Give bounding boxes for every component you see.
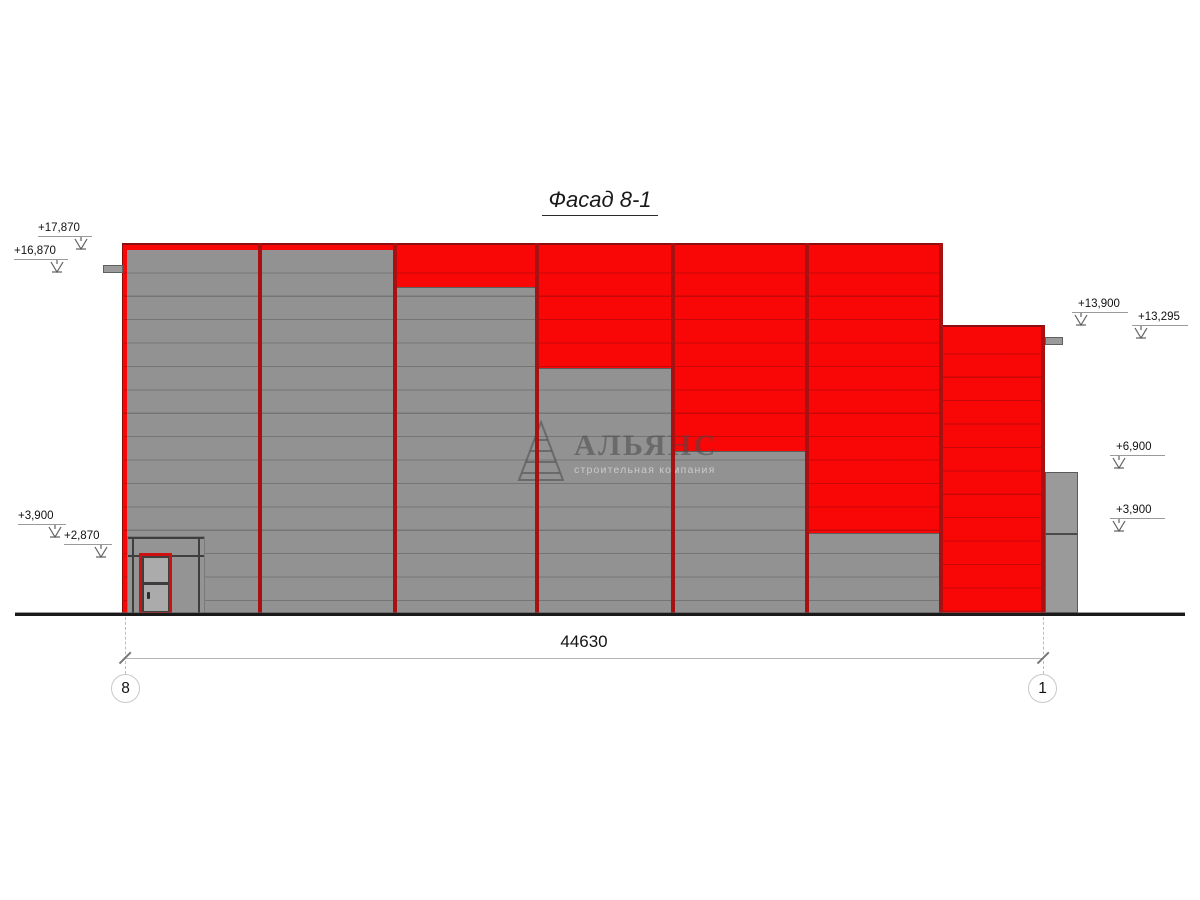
canopy-tab-right bbox=[1045, 337, 1063, 345]
datum-symbol-icon bbox=[94, 545, 108, 559]
facade-gray-panel-bay3 bbox=[395, 287, 537, 613]
datum-symbol-icon bbox=[74, 237, 88, 251]
elevation-mark-6900: +6,900 bbox=[1110, 441, 1165, 470]
facade-gray-panel-bay6 bbox=[807, 533, 941, 613]
elevation-leader bbox=[1110, 518, 1165, 519]
facade-gray-panel-bay5 bbox=[673, 451, 807, 613]
extension-line-left bbox=[125, 617, 126, 674]
datum-symbol-icon bbox=[1112, 519, 1126, 533]
datum-symbol-icon bbox=[50, 260, 64, 274]
elevation-mark-13900: +13,900 bbox=[1072, 298, 1128, 327]
datum-symbol-icon bbox=[1134, 326, 1148, 340]
grid-axis-label: 1 bbox=[1038, 679, 1047, 697]
grid-axis-label: 8 bbox=[121, 679, 130, 697]
elevation-value: +16,870 bbox=[14, 245, 56, 257]
elevation-mark-2870: +2,870 bbox=[64, 530, 112, 559]
extension-line-right bbox=[1043, 617, 1044, 674]
entrance-door bbox=[139, 553, 172, 615]
grid-axis-bubble-1: 1 bbox=[1028, 674, 1057, 703]
entrance-annex bbox=[127, 536, 205, 615]
facade-gray-panel-bay4 bbox=[537, 368, 673, 613]
page-title: Фасад 8-1 bbox=[0, 187, 1200, 216]
dimension-line bbox=[125, 658, 1043, 659]
canopy-tab-left bbox=[103, 265, 123, 273]
bay-divider-4 bbox=[671, 243, 675, 613]
elevation-leader bbox=[38, 236, 92, 237]
bay-divider-2 bbox=[393, 243, 397, 613]
elevation-mark-3900-right: +3,900 bbox=[1110, 504, 1165, 533]
bay-divider-3 bbox=[535, 243, 539, 613]
datum-symbol-icon bbox=[1074, 313, 1088, 327]
door-handle-icon bbox=[146, 591, 150, 599]
elevation-value: +2,870 bbox=[64, 530, 100, 542]
elevation-mark-3900-left: +3,900 bbox=[18, 510, 66, 539]
elevation-leader bbox=[18, 524, 66, 525]
ground-line bbox=[15, 613, 1185, 616]
side-column-right bbox=[1045, 472, 1078, 613]
datum-symbol-icon bbox=[1112, 456, 1126, 470]
elevation-value: +13,295 bbox=[1138, 311, 1180, 323]
elevation-mark-16870: +16,870 bbox=[14, 245, 68, 274]
elevation-value: +3,900 bbox=[18, 510, 54, 522]
annex-post-left bbox=[132, 539, 134, 613]
elevation-leader bbox=[1110, 455, 1165, 456]
grid-axis-bubble-8: 8 bbox=[111, 674, 140, 703]
bay-divider-6 bbox=[939, 243, 943, 613]
elevation-leader bbox=[64, 544, 112, 545]
facade-red-cladding-low bbox=[941, 325, 1045, 613]
elevation-value: +6,900 bbox=[1116, 441, 1152, 453]
elevation-leader bbox=[14, 259, 68, 260]
annex-post-right bbox=[198, 539, 200, 613]
elevation-leader bbox=[1072, 312, 1128, 313]
bay-divider-5 bbox=[805, 243, 809, 613]
datum-symbol-icon bbox=[48, 525, 62, 539]
dimension-value: 44630 bbox=[560, 632, 608, 651]
elevation-value: +13,900 bbox=[1078, 298, 1120, 310]
elevation-value: +3,900 bbox=[1116, 504, 1152, 516]
elevation-mark-13295: +13,295 bbox=[1132, 311, 1188, 340]
door-leaf bbox=[143, 557, 168, 611]
elevation-leader bbox=[1132, 325, 1188, 326]
bay-divider-1 bbox=[258, 243, 262, 613]
door-transom-rail bbox=[143, 581, 168, 585]
elevation-value: +17,870 bbox=[38, 222, 80, 234]
elevation-mark-17870: +17,870 bbox=[38, 222, 92, 251]
drawing-title: Фасад 8-1 bbox=[542, 187, 658, 216]
side-column-joint bbox=[1046, 533, 1077, 535]
